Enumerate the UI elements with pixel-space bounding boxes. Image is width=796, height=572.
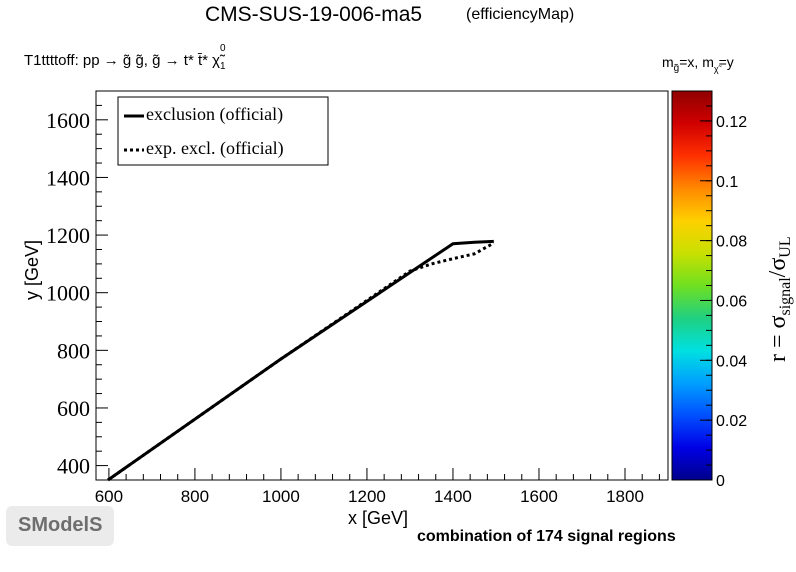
cb-label-div: /σ [765, 257, 791, 278]
mass-eq-x: =x, m [679, 54, 714, 70]
colorbar-tick-label: 0.02 [716, 413, 747, 430]
x-axis-label: x [GeV] [348, 508, 409, 528]
colorbar-tick-label: 0.06 [716, 293, 747, 310]
mass-m1: m [662, 54, 674, 70]
logo-text: SModelS [18, 514, 103, 536]
process-sub: 1 [220, 61, 226, 72]
colorbar-label: r = σsignal/σUL [765, 236, 794, 362]
process-label: T1ttttoff: pp → g̃ g̃, g̃ → t* t̄* χ̃ 0 1 [24, 43, 228, 72]
x-tick-label: 800 [181, 487, 209, 506]
process-sup: 0 [220, 43, 226, 54]
x-tick-label: 1400 [434, 487, 472, 506]
smodels-logo: SModelS [6, 506, 114, 546]
colorbar-tick-label: 0.12 [716, 114, 747, 131]
x-tick-label: 1000 [262, 487, 300, 506]
mass-eq-y: =y [718, 54, 734, 70]
legend-entry-exclusion: exclusion (official) [146, 104, 284, 124]
chart-title: CMS-SUS-19-006-ma5 [205, 3, 423, 26]
observed-exclusion-line [107, 239, 494, 482]
x-tick-label: 1600 [520, 487, 558, 506]
x-tick-label: 600 [95, 487, 123, 506]
signal-regions-label: combination of 174 signal regions [417, 528, 676, 545]
y-tick-label: 1400 [46, 165, 90, 190]
y-tick-label: 800 [57, 338, 90, 363]
mass-sub-chi: χ̃ [713, 64, 719, 74]
y-tick-label: 600 [57, 396, 90, 421]
colorbar-tick-label: 0.08 [716, 234, 747, 251]
colorbar-tick-label: 0 [716, 473, 725, 490]
y-tick-label: 1600 [46, 108, 90, 133]
colorbar-tick-label: 0.04 [716, 353, 747, 370]
colorbar [671, 90, 713, 481]
legend-entry-expected: exp. excl. (official) [146, 138, 284, 158]
y-tick-label: 1200 [46, 223, 90, 248]
x-tick-label: 1800 [606, 487, 644, 506]
x-tick-label: 1200 [348, 487, 386, 506]
mass-sub-gluino: g̃ [673, 63, 680, 74]
cb-label-main: r = σ [765, 315, 791, 362]
cb-label-sub1: signal [777, 277, 794, 316]
plot-frame [95, 90, 669, 481]
process-text: T1ttttoff: pp → g̃ g̃, g̃ → t* t̄* χ̃ [24, 52, 221, 69]
mass-axes-label: mg̃=x, mχ̃=y [662, 54, 734, 74]
legend-box [117, 96, 329, 166]
colorbar-tick-label: 0.1 [716, 174, 738, 191]
expected-exclusion-line [107, 241, 495, 482]
y-tick-label: 1000 [46, 281, 90, 306]
cb-label-sub2: UL [777, 236, 794, 258]
y-axis-label: y [GeV] [22, 239, 42, 300]
chart-subtitle: (efficiencyMap) [466, 6, 575, 23]
y-tick-label: 400 [57, 454, 90, 479]
